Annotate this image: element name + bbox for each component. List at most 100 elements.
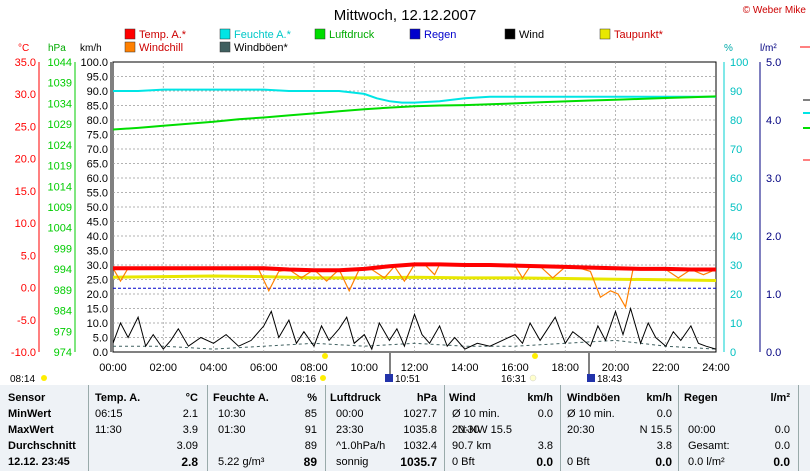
sunrise-time: 08:14 <box>10 374 35 385</box>
table-cell-press-v: 1032.4 <box>403 440 437 452</box>
table-cell-label: MinWert <box>8 408 52 420</box>
tick-label-humidity: 30 <box>730 260 742 272</box>
tick-label-temp: 5.0 <box>21 250 36 262</box>
table-cell-press-t: 00:00 <box>336 408 364 420</box>
legend-swatch <box>314 28 326 40</box>
table-cell-hum-v: 85 <box>304 408 317 420</box>
x-tick-label: 04:00 <box>200 362 228 374</box>
tick-label-wind: 30.0 <box>87 260 108 272</box>
table-cell-wind-t: 0 Bft <box>452 456 475 468</box>
table-cell-gust-t: Ø 10 min. <box>567 408 615 420</box>
unit-pressure: hPa <box>48 43 66 54</box>
x-tick-label: 12:00 <box>401 362 429 374</box>
table-cell-temp-t: 06:15 <box>95 408 123 420</box>
x-tick-label: 20:00 <box>602 362 630 374</box>
table-cell-label: MaxWert <box>8 424 54 436</box>
tick-label-wind: 35.0 <box>87 246 108 258</box>
x-tick-label: 00:00 <box>99 362 127 374</box>
legend-label: Luftdruck <box>329 29 375 41</box>
table-cell-press-t: 23:30 <box>336 424 364 436</box>
sunrise-line-time: 08:16 <box>291 374 316 385</box>
x-tick-label: 02:00 <box>149 362 177 374</box>
tick-label-temp: 0.0 <box>21 283 36 295</box>
header-sensor: Sensor <box>8 392 46 404</box>
tick-label-temp: 30.0 <box>15 89 36 101</box>
table-header-row: Sensor Temp. A. °C Feuchte A. % Luftdruc… <box>0 391 810 406</box>
series-windben <box>113 339 716 350</box>
tick-label-rain: 3.0 <box>766 173 781 185</box>
tick-label-wind: 15.0 <box>87 304 108 316</box>
unit-rain: l/m² <box>760 43 777 54</box>
legend-label: Feuchte A.* <box>234 29 292 41</box>
header-gust-unit: km/h <box>646 392 672 404</box>
moonrise-time: 10:51 <box>395 374 420 385</box>
table-cell-press-v: 1027.7 <box>403 408 437 420</box>
tick-label-pressure: 1039 <box>48 78 72 90</box>
tick-label-temp: -5.0 <box>17 315 36 327</box>
table-cell-gust-dir: N 15.5 <box>639 424 672 436</box>
tick-label-wind: 0.0 <box>93 347 108 359</box>
legend-label: Windböen* <box>234 42 289 54</box>
tick-label-humidity: 90 <box>730 86 742 98</box>
series-luftdruck <box>113 95 716 131</box>
tick-label-temp: 10.0 <box>15 218 36 230</box>
tick-label-wind: 100.0 <box>80 57 108 69</box>
tick-label-humidity: 40 <box>730 231 742 243</box>
sun-icon <box>320 375 326 381</box>
table-cell-hum-v: 89 <box>304 440 317 452</box>
chart-title: Mittwoch, 12.12.2007 <box>334 7 477 24</box>
tick-label-wind: 55.0 <box>87 188 108 200</box>
copyright-text: © Weber Mike <box>743 5 807 16</box>
tick-label-pressure: 1004 <box>48 223 72 235</box>
table-cell-wind-v: 3.8 <box>537 440 553 452</box>
sun-icon <box>532 353 538 359</box>
table-cell-temp-v: 2.8 <box>181 455 198 469</box>
tick-label-pressure: 1009 <box>48 202 72 214</box>
legend-label: Temp. A.* <box>139 29 187 41</box>
header-wind: Wind <box>449 392 476 404</box>
tick-label-wind: 80.0 <box>87 115 108 127</box>
table-cell-rain-t: Gesamt: <box>688 440 730 452</box>
x-tick-label: 24:00 <box>702 362 730 374</box>
x-tick-label: 08:00 <box>300 362 328 374</box>
legend-label: Windchill <box>139 42 183 54</box>
weather-chart: Mittwoch, 12.12.2007 © Weber Mike Temp. … <box>10 5 810 385</box>
table-cell-hum-t: 5.22 g/m³ <box>218 456 265 468</box>
tick-label-humidity: 100 <box>730 57 748 69</box>
tick-label-wind: 5.0 <box>93 333 108 345</box>
legend-swatch <box>599 28 611 40</box>
table-cell-press-v: 1035.8 <box>403 424 437 436</box>
moon-icon <box>385 374 393 382</box>
tick-label-wind: 25.0 <box>87 275 108 287</box>
x-tick-label: 10:00 <box>350 362 378 374</box>
tick-label-humidity: 60 <box>730 173 742 185</box>
summary-table: Sensor Temp. A. °C Feuchte A. % Luftdruc… <box>0 385 810 471</box>
x-tick-label: 22:00 <box>652 362 680 374</box>
tick-label-humidity: 0 <box>730 347 736 359</box>
tick-label-pressure: 974 <box>54 347 72 359</box>
tick-label-pressure: 994 <box>54 264 72 276</box>
header-temp-unit: °C <box>185 392 198 404</box>
table-cell-label: Durchschnitt <box>8 440 76 452</box>
legend-swatch <box>124 41 136 53</box>
right-edge-fragments <box>800 46 810 161</box>
table-row: 12.12. 23:45 2.8 5.22 g/m³ 89 sonnig 1035.7 0 … <box>0 455 810 470</box>
table-cell-gust-v: 0.0 <box>656 408 672 420</box>
legend-label: Taupunkt* <box>614 29 664 41</box>
table-cell-wind-t: Ø 10 min. <box>452 408 500 420</box>
series-tempa <box>113 262 716 273</box>
tick-label-pressure: 984 <box>54 306 72 318</box>
table-cell-hum-v: 91 <box>304 424 317 436</box>
table-cell-gust-t: 20:30 <box>567 424 595 436</box>
table-cell-wind-dir: N-NW 15.5 <box>457 424 512 436</box>
tick-label-wind: 75.0 <box>87 130 108 142</box>
table-cell-hum-t: 01:30 <box>218 424 246 436</box>
series-feuchtea <box>113 88 716 104</box>
table-cell-gust-t: 0 Bft <box>567 456 590 468</box>
table-cell-wind-t: 90.7 km <box>452 440 492 452</box>
tick-label-humidity: 20 <box>730 289 742 301</box>
table-row: Durchschnitt 3.09 89 ^1.0hPa/h 1032.4 90.7 km… <box>0 439 810 454</box>
table-cell-temp-t: 11:30 <box>95 424 122 436</box>
table-cell-rain-v: 0.0 <box>773 455 790 469</box>
tick-label-temp: 25.0 <box>15 121 36 133</box>
